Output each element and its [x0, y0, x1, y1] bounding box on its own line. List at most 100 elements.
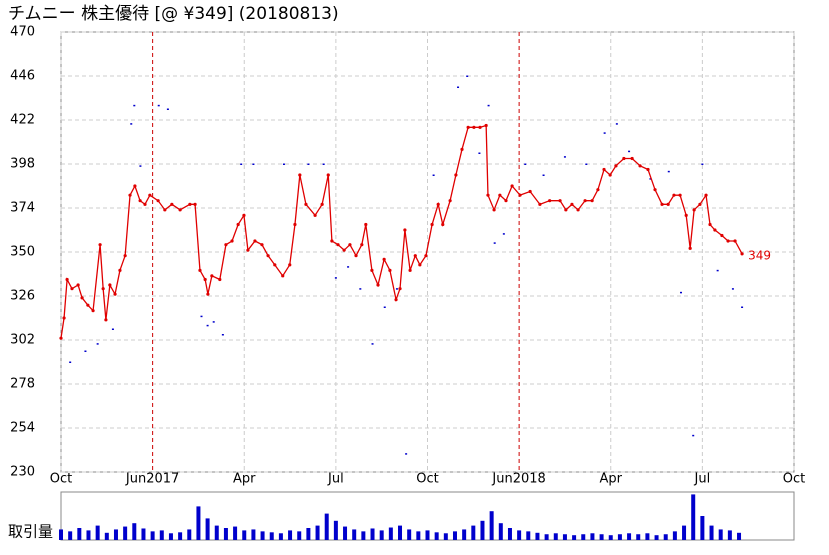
volume-bar: [214, 525, 219, 540]
trade-dot: [395, 288, 398, 290]
volume-bar: [599, 534, 604, 540]
x-tick-label: Oct: [416, 472, 438, 487]
volume-bar: [608, 535, 613, 540]
trade-dot: [282, 163, 285, 165]
trade-dot: [69, 361, 72, 363]
trade-dot: [542, 174, 545, 176]
trade-dot: [628, 150, 631, 153]
price-point: [133, 184, 137, 188]
price-point: [388, 268, 392, 272]
price-point: [408, 268, 412, 272]
x-tick-label: Jun2018: [491, 472, 545, 487]
volume-bar: [471, 525, 476, 540]
volume-bar: [113, 529, 118, 540]
trade-dot: [615, 123, 618, 125]
volume-bar: [562, 534, 567, 540]
price-point: [614, 164, 618, 168]
trade-dot: [130, 123, 133, 125]
price-point: [128, 193, 132, 197]
price-point: [558, 199, 562, 203]
trade-dot: [585, 163, 588, 165]
trade-dot: [487, 104, 490, 107]
price-point: [370, 268, 374, 272]
price-point: [564, 208, 568, 212]
y-tick-label: 254: [10, 421, 35, 436]
price-point: [418, 263, 422, 267]
x-tick-label: Apr: [600, 472, 623, 487]
price-point: [376, 283, 380, 287]
price-point: [260, 243, 264, 247]
volume-bar: [617, 534, 622, 540]
trade-dot: [139, 165, 142, 167]
price-point: [394, 298, 398, 302]
price-point: [708, 222, 712, 227]
volume-bar: [379, 530, 384, 540]
volume-bar: [691, 494, 696, 540]
price-point: [441, 222, 445, 227]
price-point: [548, 199, 552, 203]
price-point: [692, 208, 696, 212]
volume-bar: [727, 530, 732, 540]
volume-bar: [288, 530, 293, 540]
trade-dot: [252, 163, 255, 165]
volume-bar: [572, 535, 577, 540]
volume-bar: [324, 513, 329, 540]
x-tick-label: Jul: [694, 472, 711, 487]
trade-dot: [692, 434, 695, 437]
trade-dot: [457, 86, 460, 88]
price-point: [230, 239, 234, 243]
price-point: [466, 125, 470, 129]
chart-title: チムニー 株主優待 [@ ¥349] (20180813): [8, 4, 339, 24]
volume-bar: [196, 506, 201, 540]
volume-bar: [306, 528, 311, 540]
price-point: [518, 193, 522, 197]
price-point: [583, 199, 587, 203]
volume-bar: [233, 526, 238, 540]
price-point: [336, 243, 340, 247]
price-point: [630, 156, 634, 161]
volume-bar: [269, 532, 274, 540]
trade-dot: [741, 306, 744, 308]
price-point: [398, 287, 402, 291]
volume-bar: [682, 525, 687, 540]
price-point: [660, 202, 664, 206]
volume-bar: [581, 534, 586, 540]
volume-bar: [544, 534, 549, 540]
price-line: [60, 124, 743, 339]
trade-dot: [221, 334, 224, 336]
price-point: [498, 193, 502, 197]
trade-dot: [383, 306, 386, 308]
price-point: [76, 283, 80, 287]
trade-dot: [649, 178, 652, 180]
volume-bar: [86, 530, 91, 540]
price-point: [118, 268, 122, 272]
price-point: [726, 239, 730, 243]
volume-bar: [535, 532, 540, 540]
volume-bar: [168, 533, 173, 540]
x-tick-label: Apr: [233, 472, 256, 487]
price-point: [113, 292, 117, 296]
volume-bar: [159, 530, 164, 540]
y-tick-label: 302: [10, 333, 35, 348]
price-point: [198, 268, 202, 272]
price-point: [203, 277, 207, 282]
volume-bar: [718, 529, 723, 540]
trade-dot: [679, 291, 682, 294]
price-point: [436, 202, 440, 206]
price-point: [156, 199, 160, 203]
price-point: [688, 246, 692, 250]
price-point: [80, 296, 84, 300]
volume-bar: [278, 533, 283, 540]
trade-dot: [206, 324, 209, 327]
price-point: [148, 193, 152, 197]
trade-dot: [347, 266, 350, 268]
trade-dot: [307, 163, 310, 165]
trade-dot: [524, 163, 527, 165]
trade-dot: [157, 104, 160, 107]
volume-bar: [526, 531, 531, 540]
trade-dot: [731, 288, 734, 290]
y-tick-label: 470: [10, 25, 35, 40]
volume-bar: [132, 523, 137, 540]
volume-bar: [462, 529, 467, 540]
price-point: [382, 257, 386, 261]
